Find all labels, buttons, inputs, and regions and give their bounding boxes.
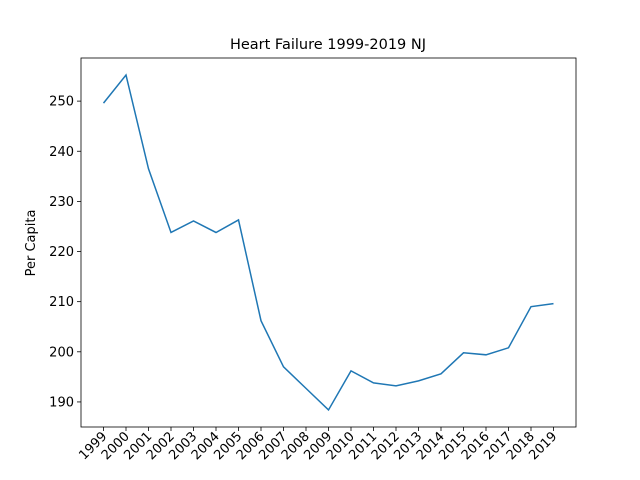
y-tick-label: 240 bbox=[49, 145, 74, 160]
data-line bbox=[102, 73, 554, 412]
y-tick-label: 200 bbox=[49, 345, 74, 360]
y-tick-label: 220 bbox=[49, 245, 74, 260]
y-tick-label: 210 bbox=[49, 295, 74, 310]
y-axis-label: Per Capita bbox=[24, 210, 39, 277]
y-tick-label: 190 bbox=[49, 395, 74, 410]
plot-frame bbox=[80, 57, 577, 428]
y-tick-label: 250 bbox=[49, 95, 74, 110]
chart-title: Heart Failure 1999-2019 NJ bbox=[230, 37, 426, 53]
y-tick-label: 230 bbox=[49, 195, 74, 210]
